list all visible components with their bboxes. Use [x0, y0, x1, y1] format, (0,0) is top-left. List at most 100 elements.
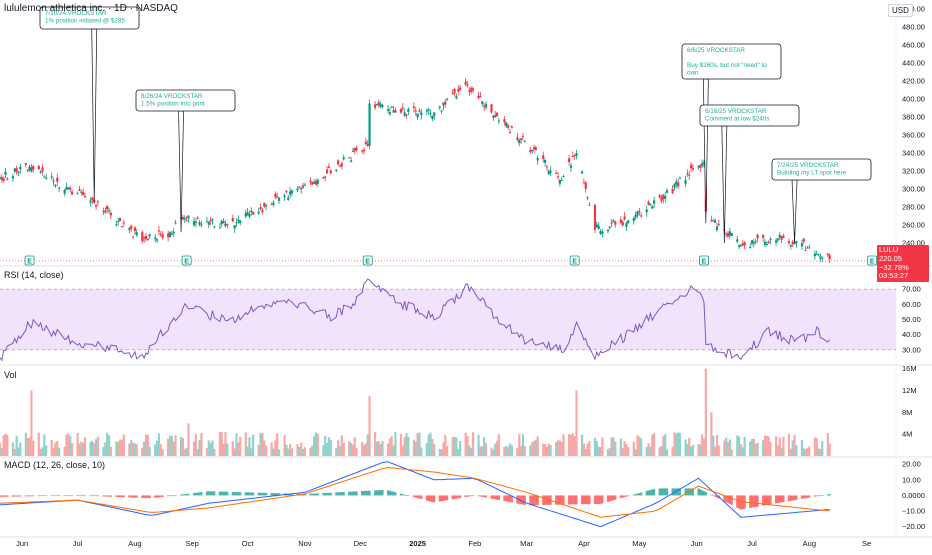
- macd-histogram-bar: [386, 490, 390, 496]
- macd-histogram-bar: [2, 495, 5, 497]
- volume-bar: [638, 436, 641, 456]
- volume-bar: [403, 437, 406, 456]
- price-candle: [749, 246, 752, 248]
- macd-histogram-bar: [521, 495, 525, 505]
- volume-bar: [337, 440, 340, 456]
- volume-bar: [584, 448, 587, 456]
- price-candle: [15, 168, 18, 172]
- time-axis-tick: Jun: [16, 539, 28, 548]
- price-candle: [82, 191, 85, 196]
- price-candle: [813, 253, 816, 257]
- volume-bar: [207, 440, 210, 456]
- price-axis-tick: 480.00: [902, 23, 925, 32]
- volume-bar: [673, 432, 676, 456]
- volume-bar: [464, 432, 467, 456]
- macd-histogram-bar: [224, 491, 227, 496]
- volume-bar: [52, 448, 55, 456]
- volume-bar: [782, 436, 785, 456]
- volume-bar: [388, 438, 391, 456]
- macd-histogram-bar: [252, 492, 255, 496]
- price-candle: [335, 169, 338, 171]
- rsi-pane-label[interactable]: RSI (14, close): [4, 270, 64, 280]
- macd-histogram-bar: [233, 491, 236, 496]
- macd-histogram-bar: [599, 495, 602, 504]
- volume-bar: [647, 443, 650, 456]
- price-candle: [76, 193, 79, 195]
- volume-bar: [453, 437, 456, 456]
- price-candle: [444, 101, 447, 105]
- price-candle: [133, 227, 136, 231]
- price-candle: [750, 240, 754, 244]
- volume-bar: [678, 433, 682, 456]
- earnings-marker-label: E: [702, 259, 707, 266]
- macd-pane-label[interactable]: MACD (12, 26, close, 10): [4, 460, 106, 470]
- macd-histogram-bar: [702, 491, 706, 496]
- price-candle: [167, 233, 170, 238]
- macd-histogram-bar: [211, 491, 214, 496]
- macd-histogram-bar: [479, 495, 482, 497]
- price-candle: [606, 229, 610, 232]
- price-candle: [377, 102, 380, 106]
- macd-histogram-bar: [405, 495, 408, 496]
- macd-histogram-bar: [778, 495, 781, 503]
- volume-bar: [309, 447, 312, 456]
- volume-bar: [627, 447, 630, 456]
- price-axis-tick: 440.00: [902, 59, 925, 68]
- macd-histogram-bar: [586, 495, 589, 505]
- volume-bar: [470, 447, 473, 456]
- macd-histogram-bar: [684, 488, 687, 496]
- rsi-axis-tick: 30.00: [902, 345, 921, 354]
- volume-pane-label[interactable]: Vol: [4, 370, 17, 380]
- volume-bar: [529, 445, 532, 456]
- macd-histogram-bar: [481, 495, 484, 497]
- volume-bar: [610, 437, 613, 456]
- time-axis-tick: Dec: [354, 539, 368, 548]
- price-candle: [612, 220, 615, 223]
- price-candle: [601, 231, 604, 234]
- macd-histogram-bar: [619, 495, 622, 499]
- price-candle: [481, 101, 484, 105]
- volume-bar: [549, 445, 552, 456]
- volume-bar: [159, 444, 162, 456]
- macd-histogram-bar: [543, 495, 547, 505]
- price-candle: [547, 171, 550, 175]
- volume-bar: [726, 442, 730, 456]
- price-candle: [19, 166, 22, 170]
- volume-bar: [361, 441, 364, 456]
- volume-bar: [662, 435, 665, 456]
- currency-label[interactable]: USD: [888, 4, 913, 17]
- volume-bar: [545, 446, 549, 456]
- price-candle: [828, 255, 831, 260]
- macd-histogram-bar: [791, 495, 794, 501]
- macd-histogram-bar: [89, 495, 92, 497]
- macd-histogram-bar: [80, 495, 83, 497]
- macd-histogram-bar: [625, 495, 628, 497]
- macd-histogram-bar: [366, 490, 369, 496]
- price-candle: [416, 113, 419, 118]
- volume-bar: [645, 446, 648, 456]
- macd-histogram-bar: [102, 495, 105, 497]
- price-candle: [6, 178, 9, 180]
- price-candle: [688, 174, 691, 176]
- price-candle: [802, 238, 805, 242]
- volume-bar: [819, 448, 822, 456]
- price-candle: [627, 220, 630, 224]
- volume-bar: [477, 434, 480, 456]
- price-candle: [457, 89, 460, 92]
- volume-bar: [808, 446, 811, 456]
- price-candle: [161, 234, 164, 238]
- volume-bar: [405, 433, 408, 456]
- price-candle: [107, 210, 111, 212]
- volume-bar: [117, 441, 120, 456]
- macd-histogram-bar: [207, 491, 210, 496]
- price-candle: [619, 219, 622, 223]
- volume-bar: [351, 444, 355, 456]
- macd-histogram-bar: [220, 491, 223, 496]
- price-candle: [181, 217, 185, 220]
- volume-bar: [94, 439, 98, 456]
- macd-histogram-bar: [52, 495, 55, 497]
- macd-histogram-bar: [373, 490, 377, 496]
- volume-bar: [154, 444, 157, 456]
